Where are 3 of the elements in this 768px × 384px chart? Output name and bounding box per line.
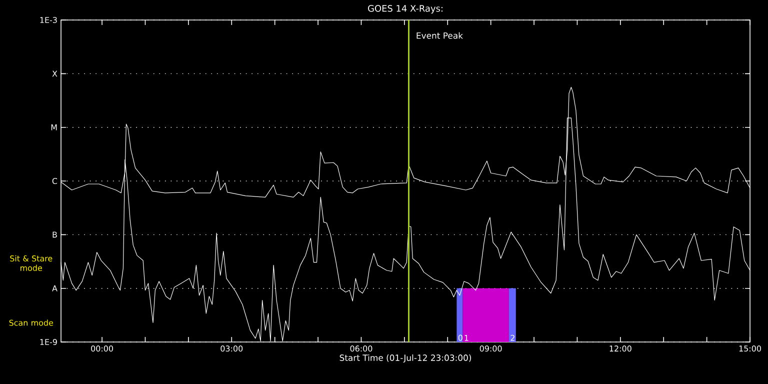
ref-line-label: Event Peak	[416, 32, 463, 39]
chart-title: GOES 14 X-Rays:	[368, 4, 442, 14]
x-axis-title: Start Time (01-Jul-12 23:03:00)	[340, 354, 472, 363]
